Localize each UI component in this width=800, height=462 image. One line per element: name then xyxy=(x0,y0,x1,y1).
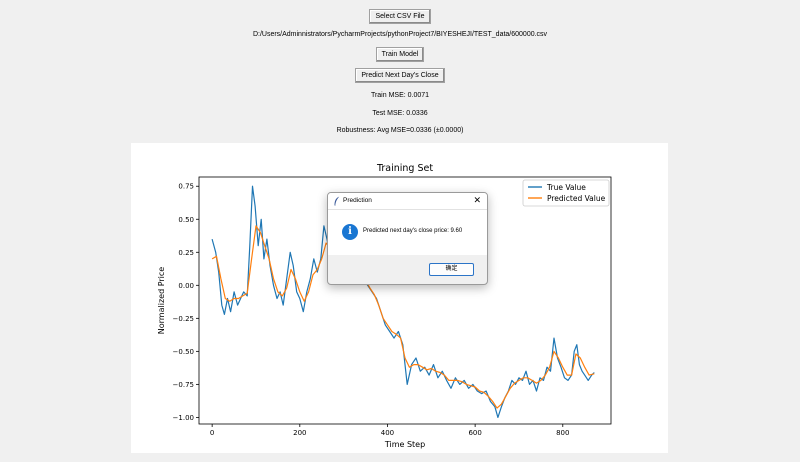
info-icon: i xyxy=(342,224,358,240)
dialog-title: Prediction xyxy=(343,197,372,204)
train-model-button[interactable]: Train Model xyxy=(375,47,425,62)
robustness-label: Robustness: Avg MSE=0.0336 (±0.0000) xyxy=(336,127,464,134)
x-tick-label: 0 xyxy=(210,429,214,437)
predict-button[interactable]: Predict Next Day's Close xyxy=(355,68,445,83)
training-chart: Training Set 0 200 400 600 800 −1.00 −0.75 −0.50… xyxy=(157,163,612,449)
x-axis-label: Time Step xyxy=(384,440,425,449)
legend-label: True Value xyxy=(546,183,586,192)
y-tick-label: −0.25 xyxy=(173,315,194,323)
dialog-body: i Predicted next day's close price: 9.60 xyxy=(328,210,487,255)
predict-row: Predict Next Day's Close xyxy=(0,68,800,83)
file-path-row: D:/Users/Adminnistrators/PycharmProjects… xyxy=(0,31,800,38)
dialog-message: Predicted next day's close price: 9.60 xyxy=(363,228,463,234)
x-tick-label: 400 xyxy=(381,429,394,437)
test-mse-row: Test MSE: 0.0336 xyxy=(0,110,800,117)
x-tick-label: 200 xyxy=(293,429,306,437)
y-tick-label: 0.50 xyxy=(178,216,194,224)
test-mse-label: Test MSE: 0.0336 xyxy=(372,110,428,117)
series-line-predicted-value xyxy=(211,225,595,409)
dialog-titlebar: Prediction ✕ xyxy=(328,193,487,210)
figure-canvas: Training Set 0 200 400 600 800 −1.00 −0.75 −0.50… xyxy=(131,143,668,453)
legend-box xyxy=(522,179,610,207)
file-path-label: D:/Users/Adminnistrators/PycharmProjects… xyxy=(252,31,548,38)
select-csv-button[interactable]: Select CSV File xyxy=(369,9,431,24)
chart-title: Training Set xyxy=(376,163,433,174)
x-tick-label: 600 xyxy=(468,429,481,437)
plot-frame xyxy=(198,176,612,425)
prediction-dialog: Prediction ✕ i Predicted next day's clos… xyxy=(327,192,488,285)
train-row: Train Model xyxy=(0,47,800,62)
legend-label: Predicted Value xyxy=(547,194,606,203)
y-tick-label: 0.00 xyxy=(178,282,194,290)
train-mse-row: Train MSE: 0.0071 xyxy=(0,92,800,99)
x-tick-label: 800 xyxy=(556,429,569,437)
y-axis-label: Normalized Price xyxy=(157,267,166,335)
close-icon[interactable]: ✕ xyxy=(473,195,481,205)
ok-button[interactable]: 确定 xyxy=(429,263,474,276)
select-row: Select CSV File xyxy=(0,9,800,24)
train-mse-label: Train MSE: 0.0071 xyxy=(370,92,430,99)
y-tick-label: 0.25 xyxy=(178,249,194,257)
y-tick-label: −1.00 xyxy=(173,414,194,422)
feather-icon xyxy=(334,196,340,206)
y-tick-label: −0.75 xyxy=(173,381,194,389)
y-tick-label: −0.50 xyxy=(173,348,194,356)
robustness-row: Robustness: Avg MSE=0.0336 (±0.0000) xyxy=(0,127,800,134)
y-tick-label: 0.75 xyxy=(178,183,194,191)
